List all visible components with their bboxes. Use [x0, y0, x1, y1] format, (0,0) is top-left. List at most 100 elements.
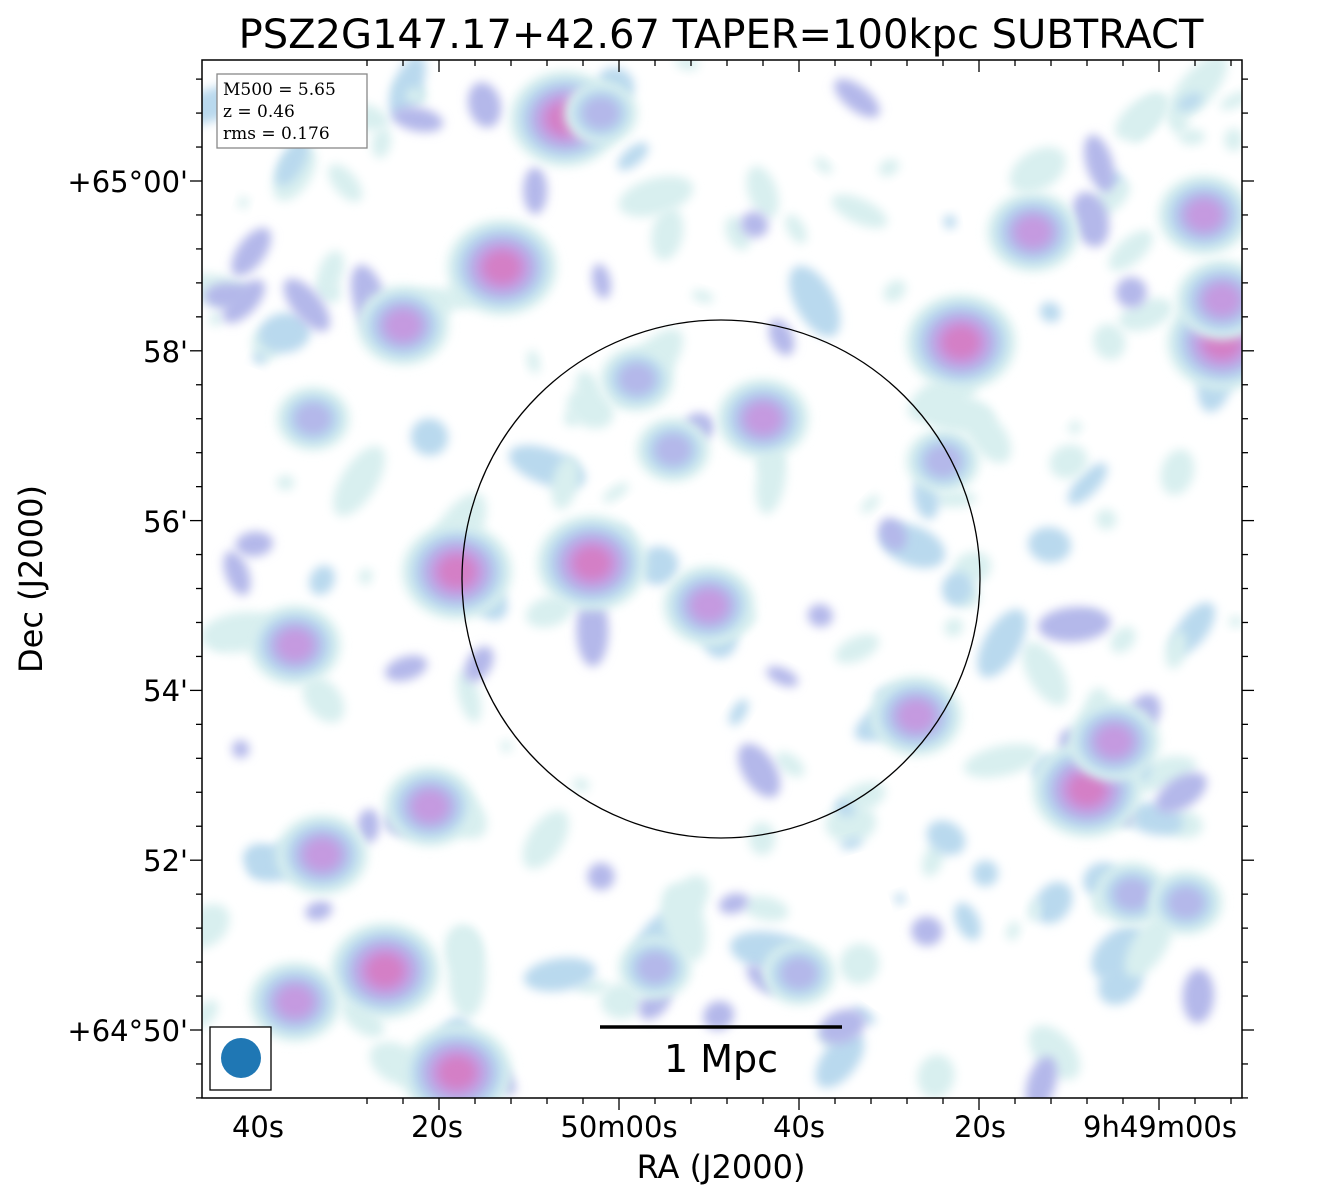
- emission-blob: [963, 743, 1041, 778]
- emission-blob: [602, 482, 629, 503]
- emission-blob: [675, 60, 700, 71]
- emission-blob: [1068, 773, 1106, 806]
- y-tick-label: 56': [143, 505, 188, 539]
- emission-blob: [818, 1009, 866, 1045]
- emission-blob: [525, 595, 573, 628]
- emission-blob: [1093, 323, 1126, 360]
- emission-blob: [388, 60, 426, 118]
- emission-blob: [972, 860, 999, 887]
- emission-blob: [924, 445, 962, 478]
- emission-blob: [1006, 921, 1021, 941]
- emission-blob: [943, 214, 957, 229]
- emission-blob: [551, 456, 580, 510]
- emission-blob: [302, 676, 345, 723]
- emission-blob: [878, 517, 907, 552]
- emission-blob: [582, 97, 620, 130]
- emission-blob: [1219, 91, 1242, 110]
- x-tick-label: 50m00s: [560, 1110, 677, 1144]
- emission-blob: [1037, 606, 1111, 642]
- emission-blob: [1165, 630, 1187, 669]
- emission-blob: [775, 751, 805, 778]
- x-tick-label: 40s: [232, 1110, 284, 1144]
- emission-blob: [357, 808, 380, 844]
- emission-blob: [651, 207, 684, 261]
- emission-blob: [576, 593, 609, 667]
- emission-blob: [1014, 215, 1052, 248]
- emission-blob: [1167, 886, 1205, 919]
- emission-blob: [746, 166, 779, 219]
- emission-blob: [526, 350, 541, 374]
- emission-blob: [392, 106, 444, 133]
- emission-blob: [942, 326, 980, 359]
- emission-blob: [834, 78, 880, 118]
- emission-blob: [911, 916, 943, 946]
- emission-blob: [919, 394, 995, 433]
- emission-blob: [814, 157, 833, 174]
- emission-blob: [897, 699, 935, 732]
- emission-blob: [807, 604, 833, 628]
- x-tick-label: 40s: [773, 1110, 825, 1144]
- y-tick-labels: +65°00' 58' 56' 54' 52' +64°50': [67, 165, 188, 1048]
- emission-blob: [333, 445, 386, 517]
- emission-blob: [575, 371, 600, 405]
- emission-blob: [755, 445, 787, 515]
- emission-blob: [564, 410, 580, 427]
- emission-blob: [410, 418, 449, 456]
- emission-blob: [371, 127, 392, 159]
- emission-blob: [766, 666, 799, 687]
- emission-blob: [831, 194, 888, 229]
- emission-blob: [591, 263, 612, 299]
- emission-blob: [691, 289, 714, 303]
- emission-blob: [572, 778, 590, 792]
- y-tick-label: +65°00': [67, 165, 188, 199]
- emission-blob: [252, 352, 267, 364]
- emission-blob: [275, 137, 309, 187]
- emission-blob: [860, 494, 880, 514]
- emission-blob: [944, 617, 964, 637]
- emission-blob: [283, 278, 331, 332]
- emission-blob: [258, 312, 311, 354]
- emission-blob: [852, 1006, 876, 1025]
- emission-blob: [954, 902, 981, 941]
- emission-blob: [1179, 129, 1206, 145]
- emission-blob: [238, 196, 249, 209]
- emission-blob: [1113, 878, 1151, 911]
- emission-blob: [523, 957, 596, 992]
- emission-blob: [231, 227, 272, 277]
- emission-blob: [231, 740, 250, 759]
- emission-blob: [917, 1054, 955, 1098]
- emission-blob: [636, 951, 674, 984]
- emission-blob: [366, 954, 404, 987]
- emission-blob: [748, 822, 776, 856]
- emission-blob: [276, 985, 314, 1018]
- emission-blob: [1185, 198, 1223, 231]
- emission-blob: [638, 546, 679, 585]
- emission-blob: [358, 568, 373, 585]
- emission-blob: [1228, 615, 1242, 628]
- emission-blob: [618, 175, 694, 217]
- emission-blob: [448, 928, 487, 1019]
- info-box-frame: [216, 73, 368, 149]
- emission-blob: [411, 790, 449, 823]
- emission-blob: [214, 633, 226, 649]
- x-tick-label: 9h49m00s: [1083, 1110, 1237, 1144]
- emission-blob: [1028, 899, 1041, 922]
- emission-blob: [309, 565, 335, 596]
- emission-blob: [456, 670, 482, 723]
- emission-blob: [1028, 527, 1072, 563]
- emission-blob: [1034, 881, 1073, 924]
- emission-blob: [1071, 191, 1110, 248]
- scale-bar-label: 1 Mpc: [664, 1037, 778, 1081]
- info-redshift: z = 0.46: [223, 102, 295, 122]
- emission-blob: [1039, 301, 1061, 323]
- emission-blob: [1203, 283, 1241, 316]
- y-tick-label: +64°50': [67, 1014, 188, 1048]
- plot-frame: [201, 59, 1243, 1099]
- emission-blob: [1115, 276, 1147, 308]
- beam-ellipse: [221, 1038, 261, 1078]
- emission-blob: [1224, 128, 1242, 152]
- info-rms: rms = 0.176: [223, 124, 330, 144]
- emission-blob: [1168, 111, 1188, 135]
- emission-blob: [276, 475, 295, 491]
